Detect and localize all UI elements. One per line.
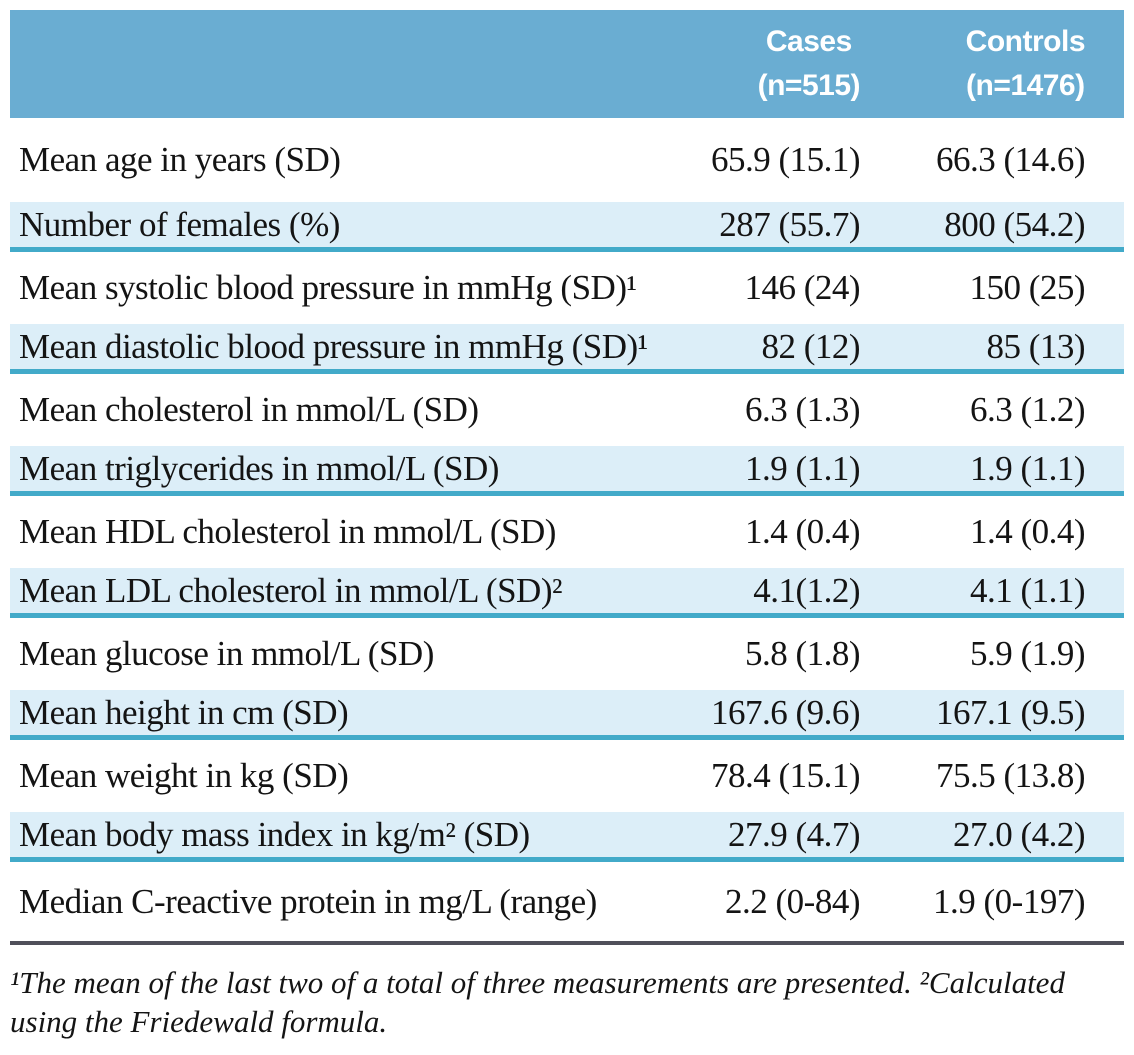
table-row: Mean weight in kg (SD) 78.4 (15.1) 75.5 … <box>10 740 1124 812</box>
controls-header-line1: Controls <box>965 25 1086 58</box>
footnote: ¹The mean of the last two of a total of … <box>10 963 1124 1041</box>
cases-value: 82 (12) <box>761 326 860 366</box>
controls-value: 6.3 (1.2) <box>969 390 1086 429</box>
controls-value: 85 (13) <box>986 326 1085 366</box>
row-label: Mean height in cm (SD) <box>19 692 349 732</box>
row-label: Mean body mass index in kg/m² (SD) <box>19 814 530 854</box>
footnote-line: ¹The mean of the last two of a total of … <box>10 965 1065 1000</box>
controls-header-block: Controls (n=1476) <box>965 20 1086 108</box>
controls-value: 5.9 (1.9) <box>969 634 1086 673</box>
row-label: Median C-reactive protein in mg/L (range… <box>19 881 597 921</box>
controls-value: 27.0 (4.2) <box>952 814 1086 854</box>
cases-value: 5.8 (1.8) <box>744 634 861 673</box>
cases-value: 65.9 (15.1) <box>710 140 861 179</box>
footer-rule <box>10 941 1124 945</box>
cases-value: 1.9 (1.1) <box>744 448 861 488</box>
controls-value: 150 (25) <box>969 268 1085 307</box>
cases-header-line1: Cases <box>765 25 852 58</box>
cases-header-block: Cases (n=515) <box>757 20 861 108</box>
cases-value: 1.4 (0.4) <box>744 512 861 551</box>
table-row: Mean LDL cholesterol in mmol/L (SD)² 4.1… <box>10 568 1124 618</box>
controls-value: 4.1 (1.1) <box>969 570 1086 610</box>
cases-value: 146 (24) <box>744 268 860 307</box>
table-row: Mean height in cm (SD) 167.6 (9.6) 167.1… <box>10 690 1124 740</box>
cases-value: 6.3 (1.3) <box>744 390 861 429</box>
cases-header-line2: (n=515) <box>757 69 861 102</box>
row-label: Number of females (%) <box>19 204 340 244</box>
table-row: Mean age in years (SD) 65.9 (15.1) 66.3 … <box>10 118 1124 202</box>
row-label: Mean HDL cholesterol in mmol/L (SD) <box>19 512 556 551</box>
controls-value: 800 (54.2) <box>944 204 1085 244</box>
row-label: Mean age in years (SD) <box>19 140 341 179</box>
controls-value: 1.9 (0-197) <box>933 881 1085 921</box>
table-row: Number of females (%) 287 (55.7) 800 (54… <box>10 202 1124 252</box>
row-label: Mean diastolic blood pressure in mmHg (S… <box>19 326 648 366</box>
controls-header-line2: (n=1476) <box>966 69 1085 102</box>
cases-value: 78.4 (15.1) <box>710 756 861 795</box>
controls-value: 1.4 (0.4) <box>969 512 1086 551</box>
cases-value: 4.1(1.2) <box>753 570 860 610</box>
baseline-characteristics-table: Cases (n=515) Controls (n=1476) Mean age… <box>10 10 1124 1041</box>
controls-value: 75.5 (13.8) <box>935 756 1086 795</box>
table-row: Mean body mass index in kg/m² (SD) 27.9 … <box>10 812 1124 862</box>
row-label: Mean weight in kg (SD) <box>19 756 349 795</box>
footnote-line: using the Friedewald formula. <box>10 1004 388 1039</box>
header-column-controls: Controls (n=1476) <box>860 20 1086 108</box>
row-label: Mean triglycerides in mmol/L (SD) <box>19 448 499 488</box>
cases-value: 167.6 (9.6) <box>710 692 861 732</box>
table-row: Mean triglycerides in mmol/L (SD) 1.9 (1… <box>10 446 1124 496</box>
controls-value: 1.9 (1.1) <box>969 448 1086 488</box>
row-label: Mean LDL cholesterol in mmol/L (SD)² <box>19 570 562 610</box>
row-label: Mean systolic blood pressure in mmHg (SD… <box>19 268 637 307</box>
table-row: Median C-reactive protein in mg/L (range… <box>10 862 1124 941</box>
table-row: Mean glucose in mmol/L (SD) 5.8 (1.8) 5.… <box>10 618 1124 690</box>
cases-value: 27.9 (4.7) <box>727 814 861 854</box>
table-row: Mean HDL cholesterol in mmol/L (SD) 1.4 … <box>10 496 1124 568</box>
table-row: Mean systolic blood pressure in mmHg (SD… <box>10 252 1124 324</box>
row-label: Mean cholesterol in mmol/L (SD) <box>19 390 479 429</box>
table-row: Mean cholesterol in mmol/L (SD) 6.3 (1.3… <box>10 374 1124 446</box>
controls-value: 66.3 (14.6) <box>935 140 1086 179</box>
table-body: Mean age in years (SD) 65.9 (15.1) 66.3 … <box>10 118 1124 941</box>
table-header-row: Cases (n=515) Controls (n=1476) <box>10 10 1124 118</box>
row-label: Mean glucose in mmol/L (SD) <box>19 634 434 673</box>
table-row: Mean diastolic blood pressure in mmHg (S… <box>10 324 1124 374</box>
cases-value: 2.2 (0-84) <box>725 881 860 921</box>
cases-value: 287 (55.7) <box>719 204 860 244</box>
controls-value: 167.1 (9.5) <box>935 692 1086 732</box>
header-column-cases: Cases (n=515) <box>645 20 861 108</box>
